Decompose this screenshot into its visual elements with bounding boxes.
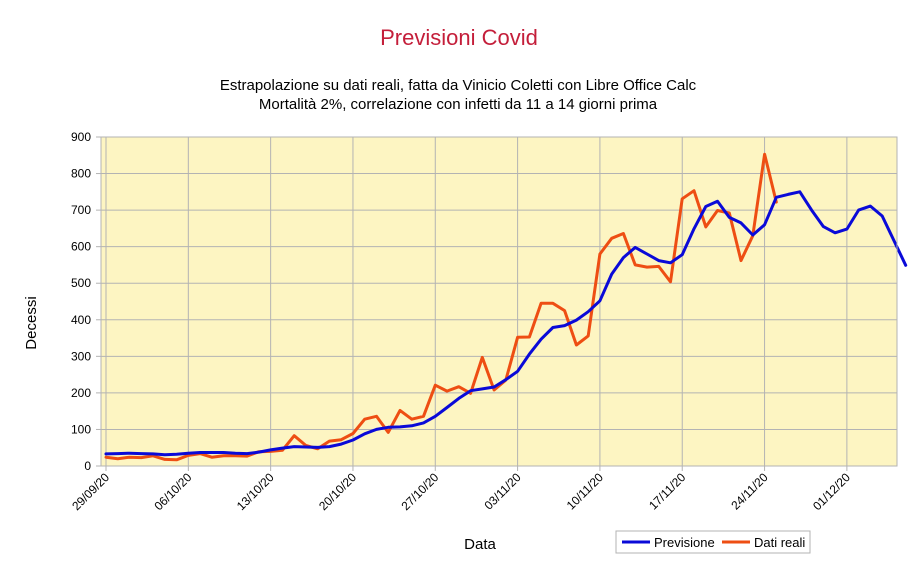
chart-subtitle-line-1: Estrapolazione su dati reali, fatta da V… <box>220 77 697 94</box>
x-axis-ticks: 29/09/20 06/10/20 13/10/20 20/10/20 27/10/20… <box>69 466 853 513</box>
y-tick-label: 700 <box>71 203 91 217</box>
x-tick-label: 13/10/20 <box>234 470 277 513</box>
x-tick-label: 10/11/20 <box>564 470 607 513</box>
series-lines <box>104 152 908 462</box>
x-tick-label: 27/10/20 <box>398 470 441 513</box>
series-line-dati-reali <box>104 152 778 462</box>
y-tick-label: 100 <box>71 422 91 436</box>
y-tick-label: 800 <box>71 167 91 181</box>
legend: Previsione Dati reali <box>615 530 811 554</box>
y-tick-label: 200 <box>71 386 91 400</box>
chart-title: Previsioni Covid <box>380 25 538 50</box>
y-tick-label: 0 <box>84 459 91 473</box>
y-tick-label: 600 <box>71 240 91 254</box>
y-axis-title: Decessi <box>23 296 40 349</box>
y-tick-label: 300 <box>71 349 91 363</box>
gridlines <box>101 136 897 467</box>
plot-border <box>100 136 898 467</box>
legend-label-previsione: Previsione <box>654 535 715 550</box>
y-tick-label: 900 <box>71 130 91 144</box>
y-tick-label: 400 <box>71 313 91 327</box>
y-tick-label: 500 <box>71 276 91 290</box>
x-tick-label: 01/12/20 <box>810 470 853 513</box>
x-tick-label: 17/11/20 <box>646 470 689 513</box>
legend-label-dati-reali: Dati reali <box>754 535 805 550</box>
x-tick-label: 03/11/20 <box>481 470 524 513</box>
x-tick-label: 20/10/20 <box>316 470 359 513</box>
x-tick-label: 29/09/20 <box>69 470 112 513</box>
x-axis-title: Data <box>464 536 496 553</box>
series-line-previsione <box>104 190 908 457</box>
chart-subtitle-line-2: Mortalità 2%, correlazione con infetti d… <box>259 96 658 113</box>
plot-area <box>101 137 897 466</box>
legend-box <box>615 530 811 554</box>
x-tick-label: 06/10/20 <box>152 470 195 513</box>
y-axis-ticks: 0 100 200 300 400 500 600 700 800 900 <box>71 130 101 473</box>
x-tick-label: 24/11/20 <box>728 470 771 513</box>
